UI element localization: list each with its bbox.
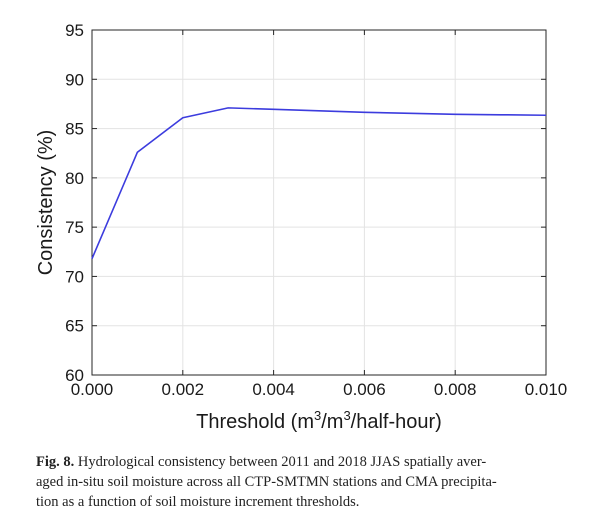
x-axis-label: Threshold (m3/m3/half-hour): [196, 408, 442, 433]
y-tick-label: 80: [65, 169, 84, 188]
caption-line-3: tion as a function of soil moisture incr…: [36, 494, 360, 510]
x-tick-label: 0.002: [162, 380, 205, 399]
y-tick-label: 65: [65, 317, 84, 336]
x-tick-label: 0.000: [71, 380, 114, 399]
line-chart: 0.000 0.002 0.004 0.006 0.008 0.010 60 65 70 75 80…: [35, 21, 567, 433]
y-tick-label: 70: [65, 267, 84, 286]
x-tick-label: 0.006: [343, 380, 386, 399]
caption-line-2: aged in-situ soil moisture across all CT…: [36, 474, 497, 490]
y-axis-label: Consistency (%): [35, 130, 57, 276]
series-lines: [91, 107, 547, 260]
y-tick-label: 95: [65, 21, 84, 40]
x-tick-label: 0.004: [252, 380, 295, 399]
y-tick-label: 90: [65, 70, 84, 89]
y-tick-label: 60: [65, 366, 84, 385]
grid: [91, 29, 547, 376]
x-tick-label: 0.010: [525, 380, 568, 399]
y-tick-label: 75: [65, 218, 84, 237]
x-tick-label: 0.008: [434, 380, 477, 399]
plot-area: [91, 29, 547, 376]
caption-line-1: Hydrological consistency between 2011 an…: [77, 454, 487, 470]
axis-ticks: 0.000 0.002 0.004 0.006 0.008 0.010 60 65 70 75 80…: [65, 21, 567, 399]
figure-label: Fig. 8.: [36, 454, 75, 470]
figure-caption: Fig. 8. Hydrological consistency between…: [36, 452, 566, 512]
y-tick-label: 85: [65, 120, 84, 139]
series-line-0: [91, 107, 547, 260]
